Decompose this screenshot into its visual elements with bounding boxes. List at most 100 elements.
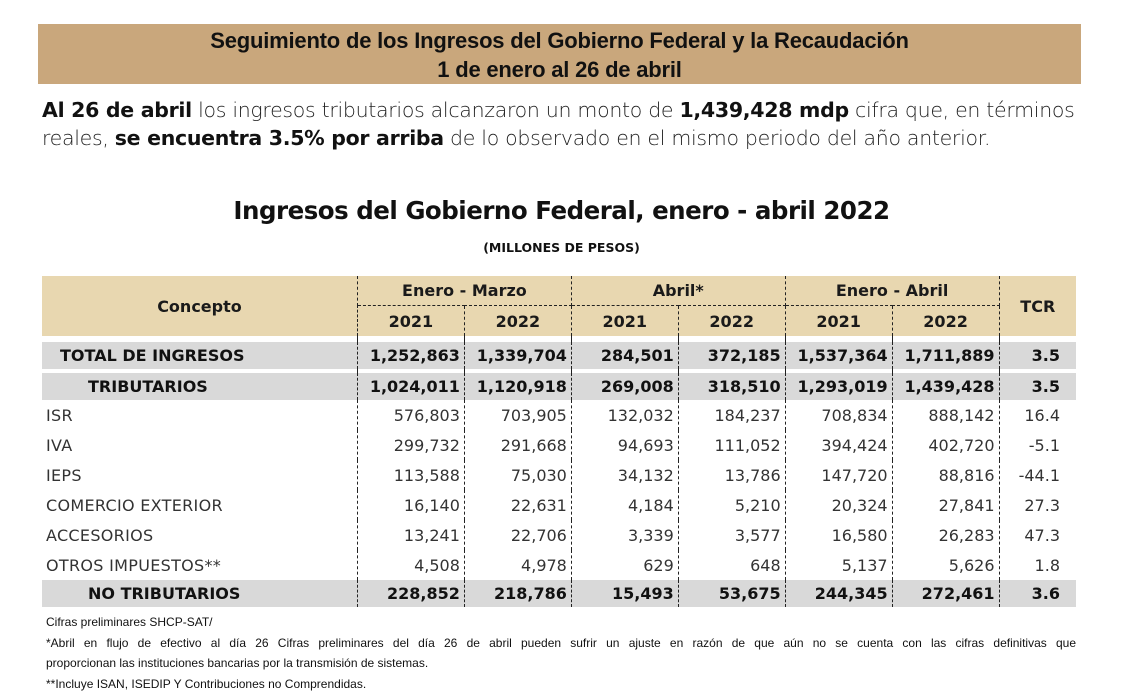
row-value: 113,588 — [357, 460, 465, 490]
row-value: 27,841 — [892, 490, 1000, 520]
header-concepto: Concepto — [42, 276, 358, 336]
intro-bold-amount: 1,439,428 mdp — [679, 98, 849, 122]
row-tcr: 16.4 — [1024, 405, 1060, 425]
intro-text-1: los ingresos tributarios alcanzaron un m… — [191, 98, 680, 122]
row-value: 218,786 — [464, 580, 572, 607]
header-group-enero-marzo: Enero - Marzo — [357, 276, 572, 306]
banner-title: Seguimiento de los Ingresos del Gobierno… — [210, 28, 909, 53]
row-value: 394,424 — [785, 430, 893, 460]
spacer-cell — [42, 369, 358, 373]
intro-text-2: cifra que, en términos reales, — [42, 98, 1075, 150]
row-value: 20,324 — [785, 490, 893, 520]
intro-bold-growth: se encuentra 3.5% por arriba — [114, 126, 444, 150]
header-year: 2022 — [678, 305, 786, 336]
header-row-groups: Concepto Enero - Marzo Abril* Enero - Ab… — [42, 276, 1076, 336]
banner-date-range: 1 de enero al 26 de abril — [437, 57, 682, 82]
row-value: 299,732 — [357, 430, 465, 460]
row-value: 1,293,019 — [785, 373, 893, 400]
row-value: 3,577 — [678, 520, 786, 550]
footnote-abril-2: proporcionan las instituciones bancarias… — [46, 656, 429, 670]
row-concepto: ISR — [42, 400, 358, 430]
row-value: 629 — [571, 550, 679, 580]
row-value: 184,237 — [678, 400, 786, 430]
table-row: ISR 576,803 703,905 132,032 184,237 708,834 88… — [42, 400, 1076, 430]
row-concepto: IVA — [42, 430, 358, 460]
row-value: 26,283 — [892, 520, 1000, 550]
row-value: 16,140 — [357, 490, 465, 520]
row-value: 5,626 — [892, 550, 1000, 580]
row-tcr: -44.1 — [1018, 465, 1060, 485]
header-group-enero-abril: Enero - Abril — [785, 276, 1000, 306]
row-value: 272,461 — [892, 580, 1000, 607]
row-value: 402,720 — [892, 430, 1000, 460]
row-value: 228,852 — [357, 580, 465, 607]
header-year: 2022 — [464, 305, 572, 336]
row-value: 88,816 — [892, 460, 1000, 490]
header-year: 2021 — [357, 305, 465, 336]
row-value: 5,210 — [678, 490, 786, 520]
row-value: 1,711,889 — [892, 342, 1000, 369]
row-value: 75,030 — [464, 460, 572, 490]
row-value: 94,693 — [571, 430, 679, 460]
table-total-row: TOTAL DE INGRESOS 1,252,863 1,339,704 284,5… — [42, 342, 1076, 369]
header-tcr: TCR — [999, 276, 1076, 336]
row-value: 16,580 — [785, 520, 893, 550]
row-value: 703,905 — [464, 400, 572, 430]
spacer-cell — [571, 336, 679, 342]
footnote-abril-1: *Abril en flujo de efectivo al día 26 Ci… — [46, 635, 1076, 650]
row-value: 888,142 — [892, 400, 1000, 430]
row-value: 1,024,011 — [357, 373, 465, 400]
row-tcr: 3.5 — [999, 342, 1076, 369]
row-value: 1,120,918 — [464, 373, 572, 400]
row-concepto: ACCESORIOS — [42, 520, 358, 550]
header-group-abril: Abril* — [571, 276, 786, 306]
spacer-cell — [678, 336, 786, 342]
row-tcr: -5.1 — [1028, 435, 1060, 455]
row-tcr: 27.3 — [1024, 495, 1060, 515]
footnotes: Cifras preliminares SHCP-SAT/ *Abril en … — [46, 612, 1076, 694]
table-row: COMERCIO EXTERIOR 16,140 22,631 4,184 5,210 2… — [42, 490, 1076, 520]
income-table: Concepto Enero - Marzo Abril* Enero - Ab… — [42, 276, 1076, 607]
row-value: 15,493 — [571, 580, 679, 607]
row-value: 372,185 — [678, 342, 786, 369]
row-value: 708,834 — [785, 400, 893, 430]
row-concepto: NO TRIBUTARIOS — [42, 580, 358, 607]
spacer-cell — [464, 369, 572, 373]
row-value: 1,252,863 — [357, 342, 465, 369]
row-value: 22,706 — [464, 520, 572, 550]
table-row: OTROS IMPUESTOS** 4,508 4,978 629 648 5,137 5,… — [42, 550, 1076, 580]
row-value: 22,631 — [464, 490, 572, 520]
spacer-cell — [999, 369, 1076, 373]
table-row: IVA 299,732 291,668 94,693 111,052 394,424 402… — [42, 430, 1076, 460]
row-concepto: IEPS — [42, 460, 358, 490]
spacer-cell — [571, 369, 679, 373]
spacer-cell — [892, 336, 1000, 342]
row-value: 13,241 — [357, 520, 465, 550]
row-tcr: 47.3 — [1024, 525, 1060, 545]
table-title: Ingresos del Gobierno Federal, enero - a… — [233, 196, 890, 225]
row-value: 1,439,428 — [892, 373, 1000, 400]
header-year: 2021 — [785, 305, 893, 336]
row-value: 5,137 — [785, 550, 893, 580]
table-row: IEPS 113,588 75,030 34,132 13,786 147,720 88,8… — [42, 460, 1076, 490]
row-concepto: TOTAL DE INGRESOS — [42, 342, 358, 369]
row-value: 648 — [678, 550, 786, 580]
row-value: 284,501 — [571, 342, 679, 369]
table-total-row: NO TRIBUTARIOS 228,852 218,786 15,493 53,675… — [42, 580, 1076, 607]
row-value: 1,537,364 — [785, 342, 893, 369]
row-value: 269,008 — [571, 373, 679, 400]
row-tcr: 3.5 — [999, 373, 1076, 400]
row-value: 1,339,704 — [464, 342, 572, 369]
intro-text-3: de lo observado en el mismo periodo del … — [443, 126, 991, 150]
intro-paragraph: Al 26 de abril los ingresos tributarios … — [42, 96, 1087, 152]
spacer-cell — [357, 369, 465, 373]
row-value: 13,786 — [678, 460, 786, 490]
footnote-source: Cifras preliminares SHCP-SAT/ — [46, 615, 213, 629]
row-tcr: 1.8 — [1034, 555, 1060, 575]
row-value: 576,803 — [357, 400, 465, 430]
report-banner: Seguimiento de los Ingresos del Gobierno… — [38, 24, 1081, 84]
header-year: 2022 — [892, 305, 1000, 336]
row-concepto: OTROS IMPUESTOS** — [42, 550, 358, 580]
spacer-cell — [785, 336, 893, 342]
spacer-cell — [357, 336, 465, 342]
